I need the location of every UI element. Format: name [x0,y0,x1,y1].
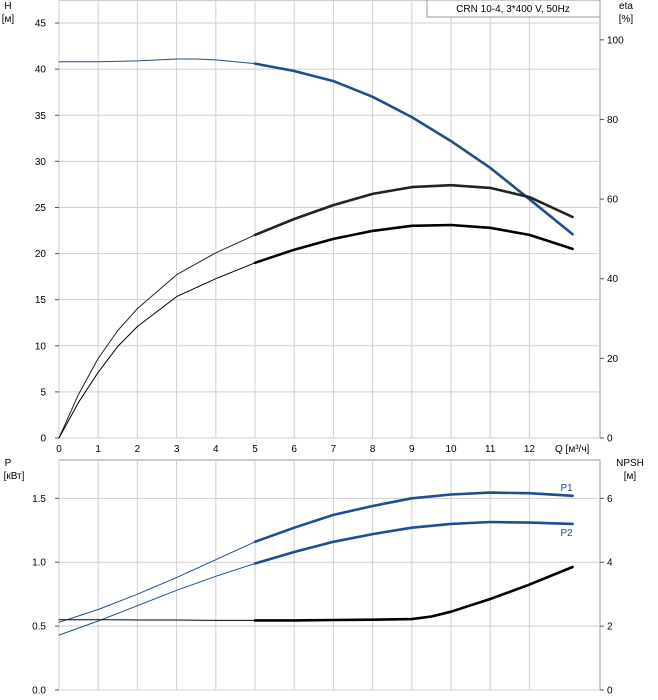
x-tick-label: 12 [524,444,536,455]
y-axis-label-p: P [5,458,12,469]
series-line-P1-thick [253,491,574,544]
x-tick-label: 5 [252,444,258,455]
x-tick-label: 6 [291,444,297,455]
series-line-curve-0-thin [58,58,256,65]
y-tick-label-eta: 0 [607,434,613,445]
y-tick-label-eta: 40 [607,274,619,285]
y-axis-label-npsh: NPSH [616,458,644,469]
y-tick-label-h: 15 [35,295,47,306]
upper-plot-frame [58,0,601,439]
series-line-curve-1-thick [253,183,574,237]
y-tick-label-h: 0 [40,434,46,445]
y-tick-label-h: 35 [35,111,47,122]
y-tick-label-eta: 60 [607,195,619,206]
y-tick-label-npsh: 6 [607,494,613,505]
y-axis-unit-eta: [%] [619,14,634,25]
y-tick-label-h: 30 [35,157,47,168]
y-tick-label-p: 0.5 [32,622,46,633]
x-tick-label: 1 [95,444,101,455]
y-tick-label-npsh: 0 [607,686,613,697]
x-tick-label: 7 [331,444,337,455]
series-line-curve-0-thick [253,62,574,236]
series-line-P2-thin [58,563,256,636]
y-axis-unit-h: [м] [2,14,15,25]
x-axis-label: Q [м³/ч] [555,444,590,455]
y-tick-label-p: 1.5 [32,494,46,505]
y-tick-label-h: 20 [35,249,47,260]
y-tick-label-eta: 80 [607,115,619,126]
x-tick-label: 2 [135,444,141,455]
y-tick-label-eta: 20 [607,354,619,365]
y-tick-label-h: 25 [35,203,47,214]
y-tick-label-p: 0.0 [32,686,46,697]
legend-box [426,0,601,18]
series-line-curve-2-thick [253,223,574,265]
series-line-curve-2-thin [58,262,256,439]
x-tick-label: 8 [370,444,376,455]
series-line-curve-5-thick [253,565,574,622]
x-tick-label: 11 [485,444,496,455]
y-tick-label-h: 5 [40,387,46,398]
y-tick-label-npsh: 4 [607,558,613,569]
x-tick-label: 3 [174,444,180,455]
y-axis-unit-p: [кВт] [4,471,25,482]
series-line-P1-thin [58,541,256,623]
y-axis-unit-npsh: [м] [624,471,637,482]
series-line-curve-1-thin [58,234,256,439]
y-tick-label-eta: 100 [607,35,624,46]
x-tick-label: 0 [56,444,62,455]
lower-plot-frame [58,459,601,691]
y-axis-label-h: H [4,1,11,12]
x-tick-label: 9 [409,444,415,455]
y-tick-label-p: 1.0 [32,558,46,569]
legend-text: CRN 10-4, 3*400 V, 50Hz [456,4,570,15]
y-tick-label-h: 10 [35,341,47,352]
series-label-P2: P2 [560,528,573,539]
y-axis-label-eta: eta [619,1,633,12]
x-tick-label: 4 [213,444,219,455]
series-label-P1: P1 [560,483,573,494]
y-tick-label-h: 45 [35,19,47,30]
series-line-curve-5-thin [58,619,256,621]
y-tick-label-h: 40 [35,65,47,76]
series-line-P2-thick [253,520,574,565]
x-tick-label: 10 [445,444,457,455]
y-tick-label-npsh: 2 [607,622,613,633]
